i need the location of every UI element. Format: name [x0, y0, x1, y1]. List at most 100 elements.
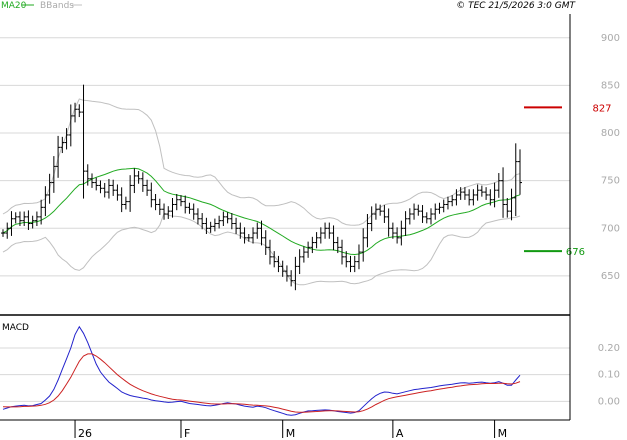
- price-bar: [166, 206, 171, 219]
- price-bar: [1, 229, 5, 237]
- price-bar: [386, 208, 391, 237]
- bb-upper-line: [2, 98, 521, 226]
- price-bar: [140, 172, 145, 192]
- signal-line: [2, 353, 521, 413]
- price-bar: [234, 217, 239, 234]
- price-bar: [475, 184, 480, 201]
- price-bar: [39, 199, 44, 225]
- bbands-legend-label: BBands: [40, 1, 74, 11]
- price-bar: [89, 173, 94, 188]
- price-bar: [458, 187, 463, 200]
- price-levels: 827 676: [524, 103, 612, 258]
- price-bar: [416, 204, 421, 216]
- price-bar: [195, 208, 200, 225]
- price-bar: [242, 227, 247, 244]
- price-bar: [60, 136, 65, 154]
- price-bar: [284, 265, 289, 282]
- price-bar: [157, 198, 162, 215]
- price-y-tick-label: 700: [601, 223, 620, 234]
- price-bar: [64, 128, 69, 150]
- price-bar: [276, 255, 281, 273]
- macd-line: [2, 325, 521, 416]
- price-bar: [462, 187, 467, 200]
- support-level-label: 676: [566, 247, 585, 258]
- macd-y-axis: 0.00 0.10 0.20: [598, 343, 620, 407]
- price-bar: [22, 211, 27, 226]
- price-bar: [331, 225, 336, 251]
- price-bar: [280, 260, 285, 277]
- price-bar: [119, 187, 124, 213]
- price-bar: [399, 220, 404, 246]
- price-candles: [1, 84, 522, 291]
- price-bar: [272, 251, 277, 268]
- price-gridlines: [0, 37, 570, 277]
- price-bar: [115, 184, 120, 201]
- price-bar: [297, 249, 302, 274]
- price-bar: [43, 186, 48, 217]
- copyright-timestamp: © TEC 21/5/2026 3:0 GMT: [456, 1, 576, 11]
- price-bar: [479, 185, 484, 197]
- price-bar: [81, 84, 86, 199]
- price-y-tick-label: 750: [601, 176, 620, 187]
- price-bar: [509, 188, 514, 221]
- price-bar: [369, 206, 374, 232]
- price-bar: [183, 195, 188, 214]
- price-y-tick-label: 800: [601, 128, 620, 139]
- price-bar: [17, 211, 22, 226]
- x-axis: 26 F M A M: [74, 420, 507, 440]
- price-y-tick-label: 900: [601, 33, 620, 44]
- price-bar: [403, 211, 408, 236]
- price-bar: [318, 227, 323, 244]
- price-bar: [225, 212, 230, 224]
- price-bar: [301, 246, 306, 263]
- price-bar: [149, 182, 154, 208]
- price-bar: [310, 236, 315, 254]
- price-bar: [335, 236, 340, 254]
- macd-y-tick-label: 0.20: [598, 343, 620, 354]
- price-bar: [178, 195, 183, 207]
- price-bar: [450, 195, 455, 207]
- price-bar: [441, 199, 446, 213]
- price-bar: [314, 232, 319, 249]
- price-bar: [132, 168, 137, 194]
- price-bar: [488, 189, 493, 206]
- price-bar: [153, 194, 158, 211]
- price-bar: [382, 205, 387, 223]
- price-bar: [327, 222, 332, 239]
- price-bar: [471, 189, 476, 206]
- x-tick-label: F: [184, 427, 190, 440]
- price-y-tick-label: 850: [601, 80, 620, 91]
- price-y-axis: 650 700 750 800 850 900: [601, 33, 620, 282]
- macd-y-tick-label: 0.00: [598, 396, 620, 407]
- price-bar: [445, 196, 450, 210]
- price-bar: [5, 222, 10, 239]
- x-tick-label: A: [396, 427, 404, 440]
- price-bar: [111, 179, 116, 196]
- price-bar: [56, 135, 61, 178]
- price-bar: [246, 234, 251, 242]
- price-bar: [518, 149, 522, 195]
- price-bar: [170, 198, 175, 218]
- ma20-legend-label: MA20: [1, 1, 27, 11]
- x-tick-label: M: [286, 427, 296, 440]
- price-bar: [73, 102, 78, 123]
- price-bar: [378, 204, 383, 216]
- price-bar: [390, 222, 395, 239]
- price-panel-bg: [0, 14, 570, 314]
- price-bar: [361, 228, 366, 262]
- price-bar: [263, 230, 268, 255]
- price-bar: [323, 222, 328, 239]
- price-bar: [496, 173, 501, 198]
- price-bar: [454, 189, 459, 206]
- price-bar: [68, 104, 73, 147]
- price-bar: [221, 211, 226, 226]
- price-bar: [229, 213, 234, 230]
- price-bar: [505, 198, 510, 218]
- price-bar: [204, 217, 209, 234]
- price-bar: [365, 214, 370, 248]
- price-bar: [395, 227, 400, 244]
- price-bar: [145, 179, 150, 196]
- price-bar: [13, 212, 18, 224]
- price-bar: [340, 239, 345, 265]
- price-y-tick-label: 650: [601, 271, 620, 282]
